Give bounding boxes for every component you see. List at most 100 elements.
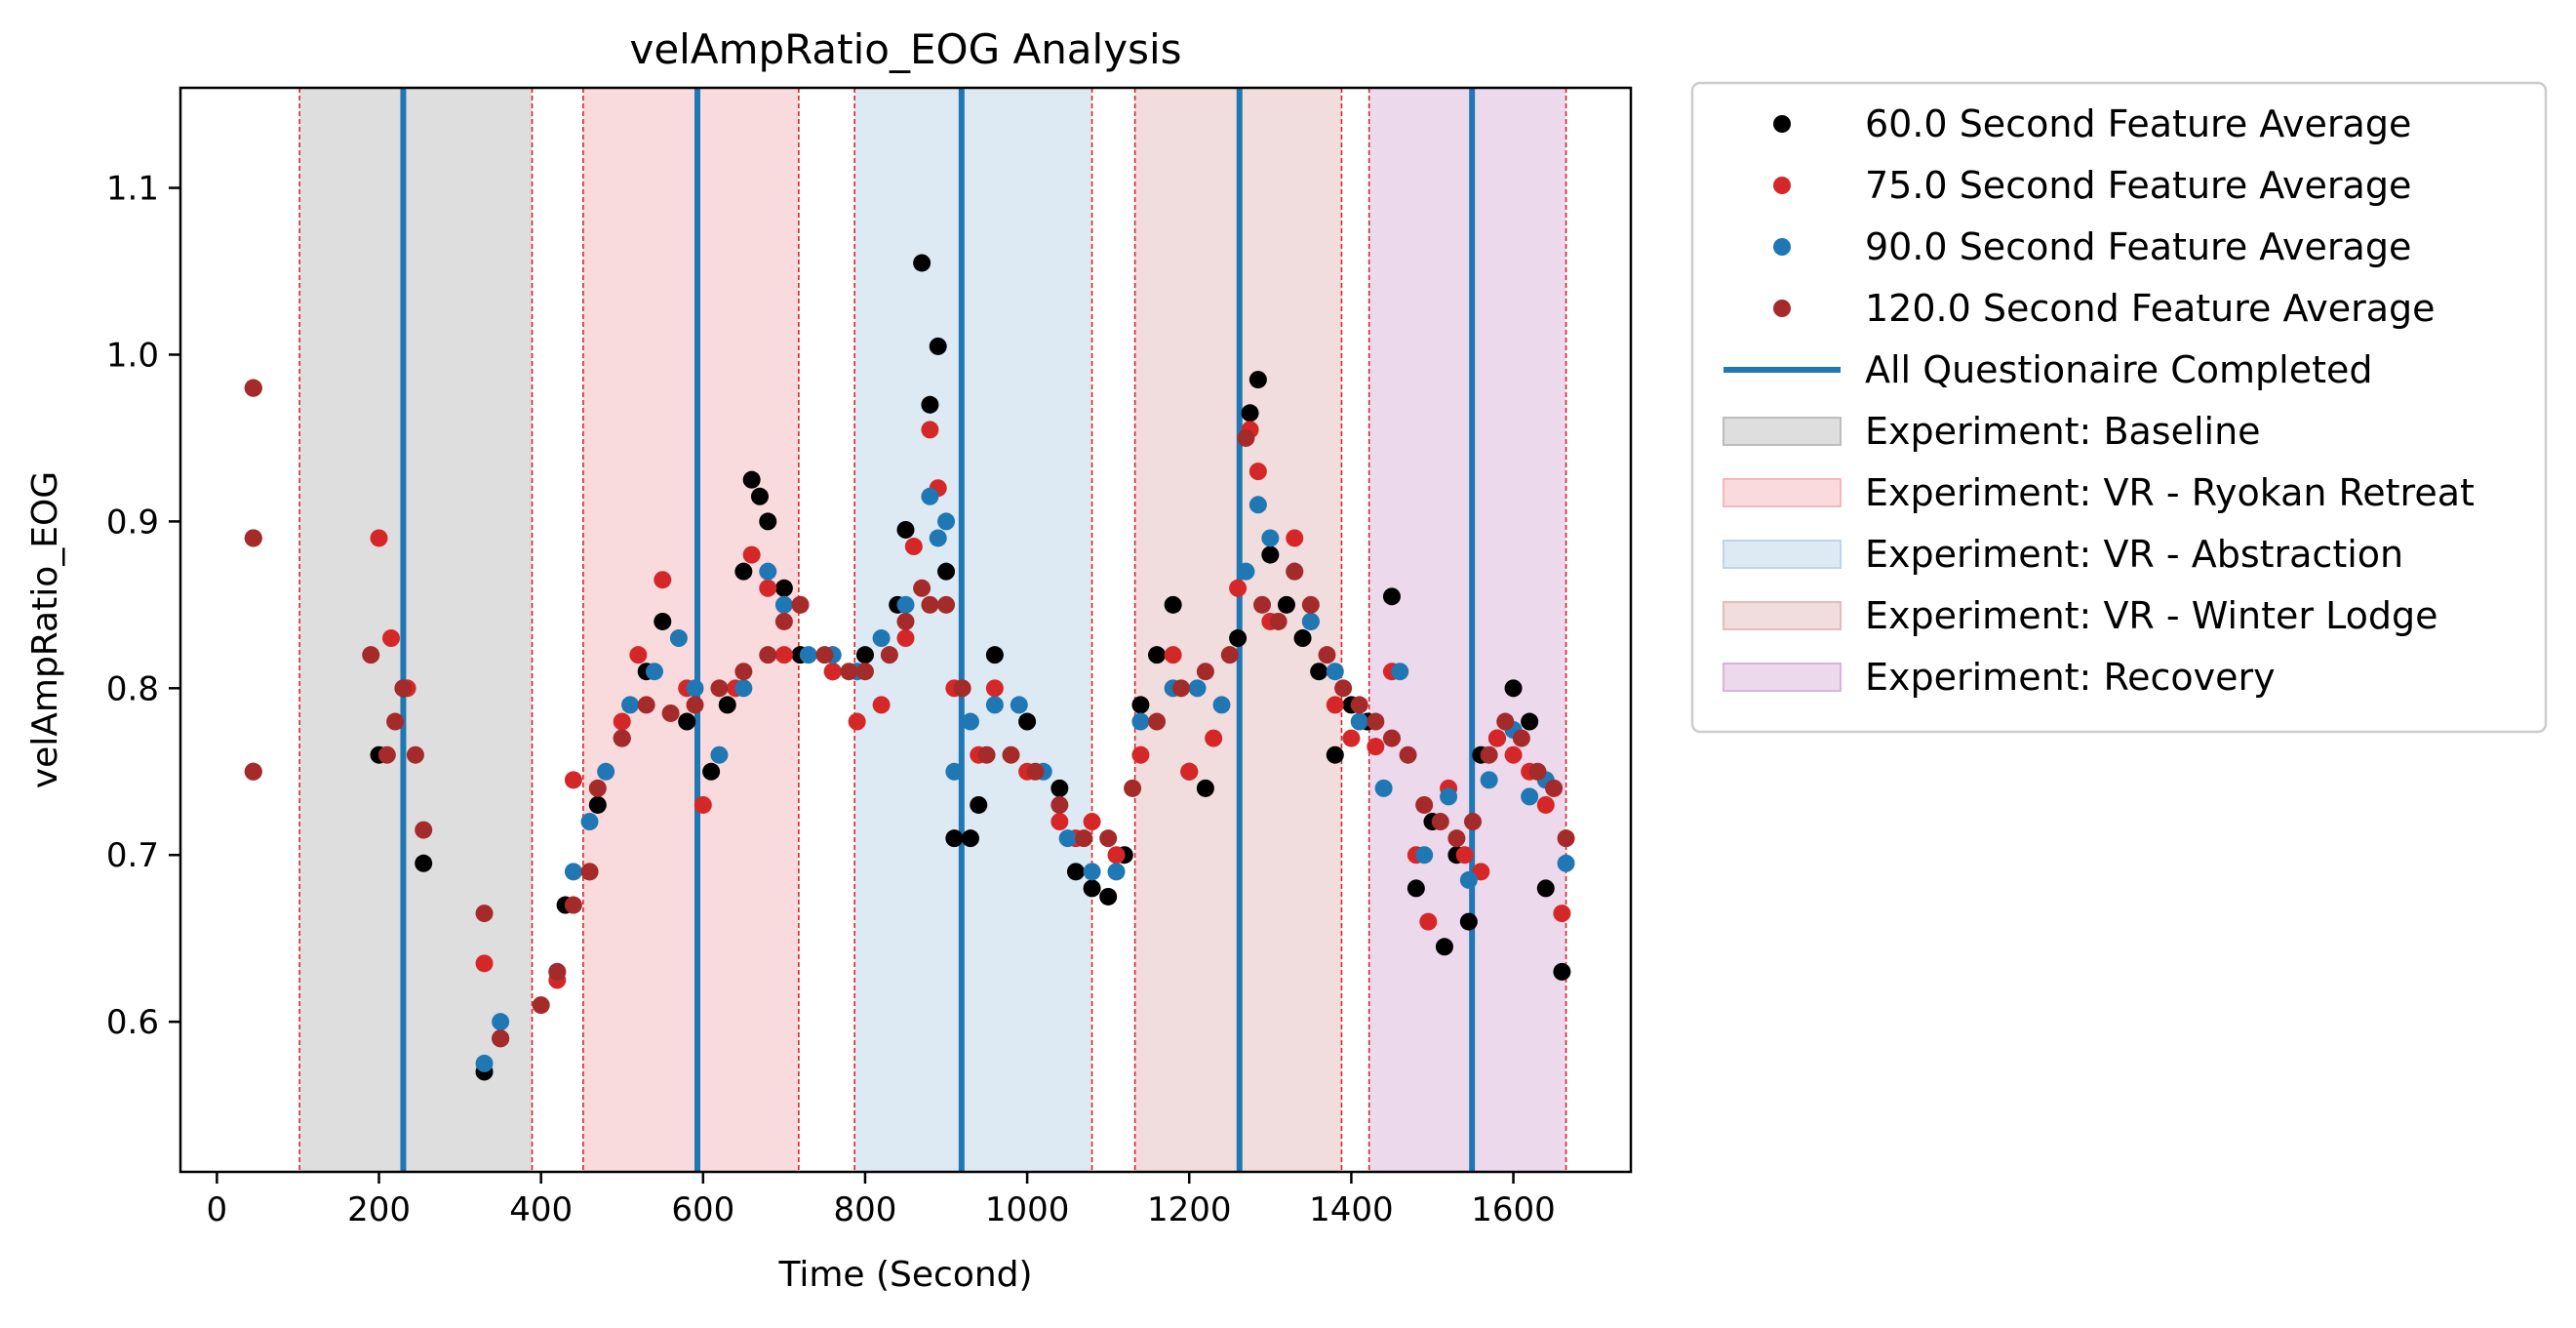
data-point (774, 579, 793, 597)
data-point (823, 663, 842, 681)
x-tick-label: 400 (509, 1190, 573, 1229)
data-point (475, 954, 494, 973)
data-point (742, 470, 761, 489)
data-point (1553, 962, 1571, 981)
data-point (1050, 813, 1069, 831)
data-point (734, 663, 753, 681)
data-point (702, 762, 721, 781)
x-tick-label: 1600 (1471, 1190, 1556, 1229)
y-tick-label: 1.0 (106, 336, 159, 375)
data-point (1018, 712, 1037, 731)
legend-marker (1773, 300, 1791, 317)
data-point (1553, 905, 1571, 923)
data-point (1107, 846, 1126, 865)
y-tick-label: 1.1 (106, 170, 159, 209)
data-point (945, 829, 964, 848)
data-point (1464, 813, 1483, 831)
legend-patch (1723, 417, 1842, 446)
data-point (1124, 779, 1142, 797)
data-point (678, 712, 696, 731)
data-point (710, 679, 729, 698)
data-point (1528, 762, 1547, 781)
data-point (759, 562, 777, 581)
data-point (548, 962, 567, 981)
data-point (597, 762, 615, 781)
data-point (929, 529, 947, 547)
data-point (1237, 428, 1255, 447)
data-point (985, 679, 1004, 698)
data-point (1504, 745, 1523, 764)
data-point (1212, 696, 1231, 714)
data-point (613, 712, 631, 731)
data-point (1188, 679, 1207, 698)
data-point (1131, 745, 1150, 764)
data-point (759, 646, 777, 664)
data-point (1241, 404, 1259, 423)
data-point (970, 795, 988, 814)
legend-label: Experiment: VR - Winter Lodge (1865, 594, 2437, 637)
data-point (872, 696, 891, 714)
data-point (1342, 729, 1361, 747)
data-point (580, 863, 599, 881)
data-point (985, 696, 1004, 714)
data-point (872, 629, 891, 648)
data-point (1083, 879, 1101, 898)
data-point (1367, 738, 1385, 756)
data-point (580, 813, 599, 831)
data-point (669, 629, 688, 648)
data-point (1440, 787, 1458, 806)
legend-marker (1773, 115, 1791, 133)
data-point (532, 996, 550, 1015)
series-120-0-second-feature-average (244, 379, 1575, 1048)
data-point (1301, 595, 1320, 614)
data-point (799, 646, 817, 664)
data-point (1083, 863, 1101, 881)
data-point (921, 487, 939, 505)
data-point (1050, 795, 1069, 814)
data-point (370, 529, 388, 547)
data-point (1557, 829, 1575, 848)
data-point (937, 512, 956, 531)
data-point (415, 821, 433, 839)
data-point (953, 679, 971, 698)
data-point (848, 712, 866, 731)
data-point (759, 579, 777, 597)
data-point (961, 712, 979, 731)
data-point (815, 646, 834, 664)
data-point (734, 562, 753, 581)
data-point (1083, 813, 1101, 831)
y-axis: 0.6 0.7 0.8 0.9 1.0 1.1 (106, 170, 180, 1042)
data-point (564, 896, 582, 914)
data-point (734, 679, 753, 698)
data-point (1229, 579, 1248, 597)
legend-label: 60.0 Second Feature Average (1865, 102, 2411, 145)
data-point (791, 595, 810, 614)
data-point (1171, 679, 1190, 698)
legend-label: Experiment: VR - Abstraction (1865, 533, 2403, 576)
data-point (1248, 371, 1267, 389)
data-point (913, 579, 931, 597)
data-point (1382, 729, 1401, 747)
experiment-span-vr-abstraction (854, 88, 1092, 1172)
y-tick-label: 0.8 (106, 669, 159, 708)
data-point (1248, 463, 1267, 481)
x-tick-label: 1400 (1309, 1190, 1394, 1229)
data-point (588, 779, 607, 797)
data-point (1261, 529, 1280, 547)
data-point (1326, 696, 1344, 714)
data-point (1050, 779, 1069, 797)
data-point (710, 745, 729, 764)
data-point (1367, 712, 1385, 731)
legend-label: 120.0 Second Feature Average (1865, 287, 2436, 330)
legend-marker (1773, 238, 1791, 256)
data-point (1521, 787, 1539, 806)
x-tick-label: 200 (347, 1190, 411, 1229)
data-point (621, 696, 640, 714)
y-tick-label: 0.7 (106, 836, 159, 875)
data-point (1487, 729, 1506, 747)
y-tick-label: 0.9 (106, 503, 159, 542)
legend-label: 75.0 Second Feature Average (1865, 164, 2411, 207)
data-point (1220, 646, 1239, 664)
data-point (1415, 846, 1434, 865)
data-points (244, 254, 1575, 1081)
